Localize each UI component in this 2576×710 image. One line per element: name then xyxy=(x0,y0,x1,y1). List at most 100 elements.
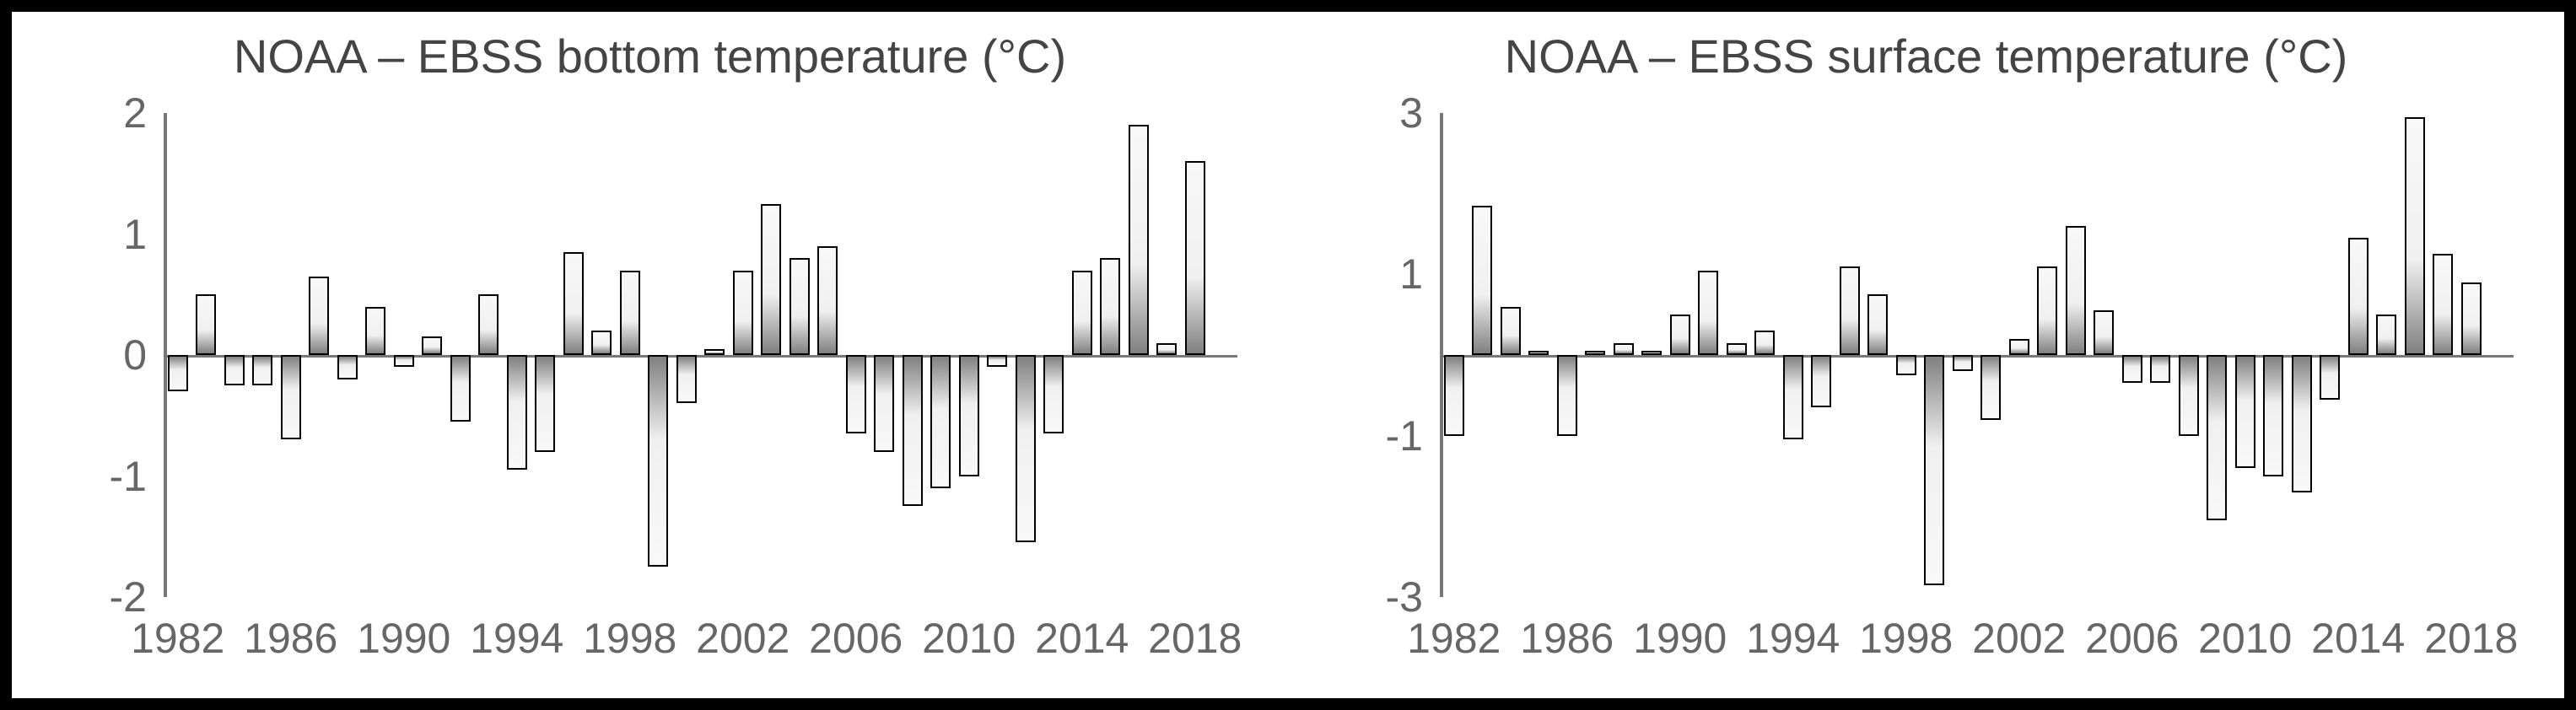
data-bar xyxy=(507,355,527,470)
data-bar xyxy=(1472,206,1492,355)
data-bar xyxy=(1727,343,1747,355)
data-bar xyxy=(733,271,753,355)
data-bar xyxy=(2037,266,2057,355)
data-bar xyxy=(168,355,188,391)
x-tick-label: 1990 xyxy=(1633,614,1727,663)
data-bar xyxy=(1783,355,1803,439)
data-bar xyxy=(2207,355,2227,520)
data-bar xyxy=(1896,355,1916,375)
plot-area-bottom: -2-1012198219861990199419982002200620102… xyxy=(164,113,1237,597)
data-bar xyxy=(224,355,245,385)
data-bar xyxy=(422,336,442,355)
x-tick-label: 1994 xyxy=(1746,614,1840,663)
data-bar xyxy=(761,204,781,355)
data-bar xyxy=(817,246,838,355)
panel-bottom-temp: NOAA – EBSS bottom temperature (°C) -2-1… xyxy=(12,12,1288,698)
data-bar xyxy=(790,258,810,355)
data-bar xyxy=(959,355,979,476)
data-bar xyxy=(874,355,894,452)
data-bar xyxy=(2376,315,2396,355)
data-bar xyxy=(309,277,329,355)
data-bar xyxy=(478,294,498,355)
data-bar xyxy=(2122,355,2142,383)
data-bar xyxy=(2461,282,2482,355)
data-bar xyxy=(1840,266,1860,355)
data-bar xyxy=(2150,355,2170,383)
data-bar xyxy=(1614,343,1634,355)
data-bar xyxy=(535,355,555,452)
zero-axis-line xyxy=(1440,355,2514,358)
data-bar xyxy=(591,331,612,355)
plot-area-surface: -3-1131982198619901994199820022006201020… xyxy=(1440,113,2514,597)
data-bar xyxy=(1072,271,1092,355)
data-bar xyxy=(1641,351,1662,355)
data-bar xyxy=(2179,355,2199,436)
x-tick-label: 2014 xyxy=(2311,614,2405,663)
x-tick-label: 1986 xyxy=(244,614,337,663)
data-bar xyxy=(1924,355,1944,585)
data-bar xyxy=(1156,343,1177,355)
x-tick-label: 2006 xyxy=(809,614,903,663)
y-tick-label: 3 xyxy=(1399,89,1423,137)
x-tick-label: 2014 xyxy=(1035,614,1129,663)
x-tick-label: 1998 xyxy=(1859,614,1953,663)
y-tick-label: 1 xyxy=(1399,250,1423,299)
data-bar xyxy=(987,355,1007,367)
data-bar xyxy=(648,355,668,567)
x-tick-label: 2006 xyxy=(2085,614,2179,663)
y-tick-label: 2 xyxy=(123,89,147,137)
y-tick-label: -1 xyxy=(1386,411,1423,460)
x-tick-label: 1998 xyxy=(583,614,676,663)
data-bar xyxy=(1185,161,1205,355)
data-bar xyxy=(1444,355,1464,436)
data-bar xyxy=(281,355,301,439)
data-bar xyxy=(2292,355,2312,492)
data-bar xyxy=(1016,355,1036,542)
data-bar xyxy=(1043,355,1064,433)
data-bar xyxy=(365,307,385,355)
panel-title: NOAA – EBSS surface temperature (°C) xyxy=(1505,29,2348,83)
x-tick-label: 1982 xyxy=(131,614,224,663)
figure-container: NOAA – EBSS bottom temperature (°C) -2-1… xyxy=(0,0,2576,710)
data-bar xyxy=(450,355,471,422)
x-tick-label: 2018 xyxy=(2424,614,2518,663)
data-bar xyxy=(1981,355,2001,420)
x-tick-label: 2018 xyxy=(1148,614,1242,663)
data-bar xyxy=(903,355,923,506)
data-bar xyxy=(1670,315,1690,355)
data-bar xyxy=(620,271,640,355)
y-tick-label: 1 xyxy=(123,210,147,259)
data-bar xyxy=(2348,238,2369,355)
data-bar xyxy=(337,355,358,379)
data-bar xyxy=(252,355,272,385)
data-bar xyxy=(1129,125,1149,355)
x-tick-label: 2010 xyxy=(2198,614,2292,663)
data-bar xyxy=(1557,355,1577,436)
data-bar xyxy=(2405,117,2425,355)
data-bar xyxy=(2009,339,2029,355)
data-bar xyxy=(1867,294,1888,355)
data-bar xyxy=(2066,226,2086,355)
zero-axis-line xyxy=(164,355,1237,358)
data-bar xyxy=(394,355,414,367)
y-tick-label: -1 xyxy=(110,452,147,501)
x-tick-label: 1982 xyxy=(1407,614,1501,663)
data-bar xyxy=(1698,271,1718,355)
data-bar xyxy=(1953,355,1973,371)
data-bar xyxy=(2433,254,2453,355)
x-tick-label: 1990 xyxy=(357,614,450,663)
data-bar xyxy=(1100,258,1120,355)
panel-surface-temp: NOAA – EBSS surface temperature (°C) -3-… xyxy=(1288,12,2564,698)
data-bar xyxy=(1528,351,1549,355)
data-bar xyxy=(846,355,866,433)
x-tick-label: 1986 xyxy=(1520,614,1614,663)
data-bar xyxy=(2235,355,2255,468)
data-bar xyxy=(196,294,216,355)
data-bar xyxy=(704,349,725,355)
x-tick-label: 2002 xyxy=(1972,614,2066,663)
x-tick-label: 2002 xyxy=(696,614,790,663)
data-bar xyxy=(1754,331,1775,355)
x-tick-label: 1994 xyxy=(470,614,563,663)
data-bar xyxy=(2094,310,2114,355)
data-bar xyxy=(1501,307,1521,355)
